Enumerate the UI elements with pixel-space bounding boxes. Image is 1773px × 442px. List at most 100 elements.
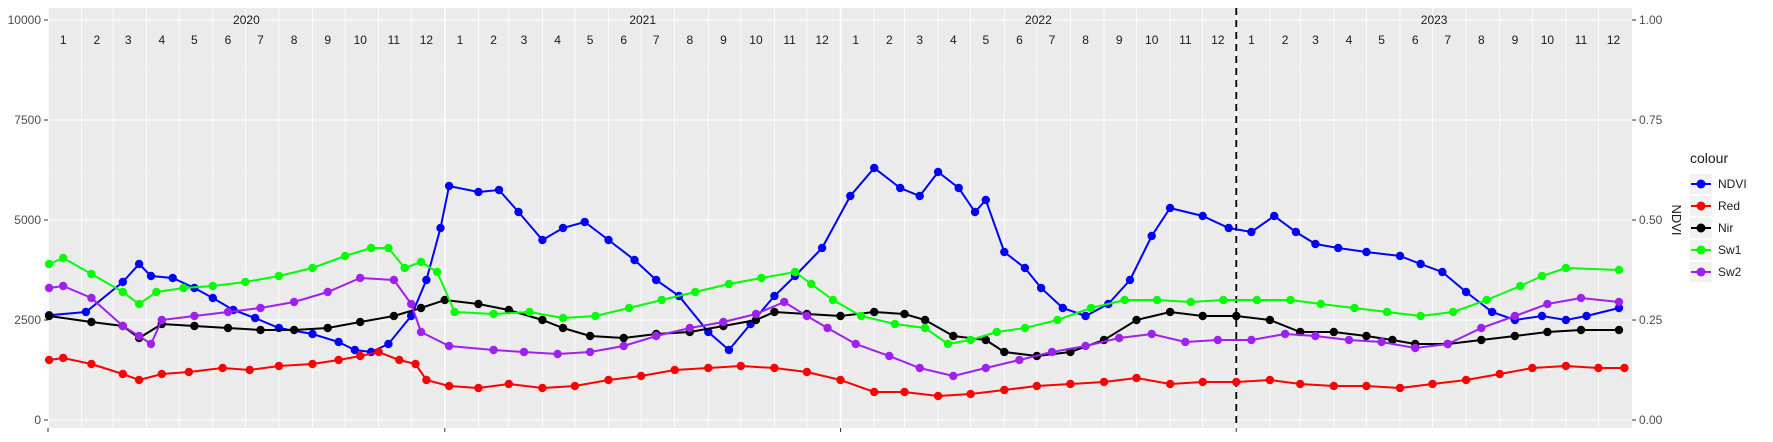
data-point-ndvi (604, 235, 613, 245)
data-point-ndvi (350, 345, 359, 355)
data-point-red (1561, 361, 1571, 371)
legend-key-point (1696, 179, 1706, 189)
data-point-sw2 (519, 347, 529, 357)
legend: colour NDVI Red Nir Sw1 Sw2 (1690, 150, 1747, 282)
data-point-red (118, 369, 128, 379)
data-point-sw2 (1311, 331, 1320, 341)
data-point-nir (1362, 331, 1371, 341)
series-ndvi (44, 163, 1624, 357)
data-point-red (900, 387, 909, 397)
month-label: 6 (225, 33, 232, 47)
data-point-nir (1388, 335, 1397, 345)
series-line-nir (48, 298, 1619, 358)
data-point-sw1 (1614, 265, 1624, 275)
data-point-sw1 (489, 309, 498, 319)
month-label: 3 (521, 33, 528, 47)
legend-label-sw2: Sw2 (1718, 265, 1742, 279)
month-label: 12 (1211, 33, 1225, 47)
data-point-red (411, 359, 420, 369)
series-sw1 (44, 243, 1624, 349)
data-point-sw2 (87, 293, 96, 303)
y-tick-label: 2500 (14, 313, 41, 327)
data-point-nir (585, 331, 595, 341)
series-red (44, 347, 1629, 401)
data-point-ndvi (118, 277, 128, 287)
data-point-sw2 (1015, 355, 1024, 365)
data-point-nir (1000, 347, 1009, 357)
data-point-sw2 (1377, 337, 1386, 347)
data-point-ndvi (1311, 239, 1320, 249)
data-point-nir (389, 311, 399, 321)
data-point-sw1 (856, 311, 866, 321)
data-point-red (966, 389, 975, 399)
data-point-nir (289, 325, 299, 335)
data-point-nir (44, 311, 54, 321)
data-point-sw1 (416, 257, 426, 267)
data-point-sw1 (657, 295, 666, 305)
month-label: 6 (1412, 33, 1419, 47)
data-point-ndvi (817, 243, 827, 253)
data-point-sw1 (1053, 315, 1062, 325)
data-point-sw1 (433, 267, 442, 277)
data-point-red (802, 367, 812, 377)
data-point-sw1 (366, 243, 376, 253)
data-point-red (1362, 381, 1371, 391)
data-point-red (218, 363, 227, 373)
data-point-red (444, 381, 454, 391)
month-label: 8 (1478, 33, 1485, 47)
data-point-sw2 (157, 315, 166, 325)
month-label: 4 (158, 33, 165, 47)
data-point-ndvi (436, 223, 445, 233)
month-label: 2 (1282, 33, 1289, 47)
month-label: 10 (749, 33, 763, 47)
data-point-sw2 (652, 331, 661, 341)
data-point-nir (1132, 315, 1141, 325)
data-point-sw2 (585, 347, 595, 357)
month-label: 2 (93, 33, 100, 47)
data-point-nir (870, 307, 879, 317)
data-point-sw1 (241, 277, 250, 287)
data-point-sw2 (802, 311, 812, 321)
legend-key-nir (1690, 218, 1712, 238)
data-point-ndvi (1561, 315, 1571, 325)
month-label: 7 (1049, 33, 1056, 47)
data-point-ndvi (1020, 263, 1030, 273)
legend-key-sw1 (1690, 240, 1712, 260)
data-point-sw1 (384, 243, 393, 253)
data-point-ndvi (915, 191, 924, 201)
data-point-nir (1510, 331, 1520, 341)
data-point-sw2 (1147, 329, 1156, 339)
data-point-sw1 (1537, 271, 1547, 281)
data-point-ndvi (1224, 223, 1233, 233)
data-point-nir (1614, 325, 1624, 335)
data-point-sw2 (1181, 337, 1190, 347)
data-point-sw1 (807, 279, 816, 289)
data-point-sw2 (1443, 339, 1452, 349)
y2-axis-title: NDVI (1669, 204, 1684, 235)
data-point-ndvi (580, 217, 589, 227)
data-point-ndvi (933, 167, 943, 177)
data-point-sw1 (340, 251, 350, 261)
data-point-red (44, 355, 54, 365)
data-point-nir (751, 315, 761, 325)
data-point-sw2 (1280, 329, 1290, 339)
data-point-nir (223, 323, 233, 333)
data-point-ndvi (1058, 303, 1068, 313)
data-point-nir (619, 333, 628, 343)
data-point-sw1 (152, 287, 161, 297)
month-label: 11 (1575, 33, 1588, 47)
data-point-red (933, 391, 943, 401)
data-point-sw2 (59, 281, 68, 291)
year-label: 2022 (1025, 13, 1052, 27)
data-point-nir (770, 307, 779, 317)
data-point-nir (1477, 335, 1486, 345)
month-label: 10 (354, 33, 368, 47)
data-point-sw2 (553, 349, 562, 359)
data-point-sw2 (885, 351, 894, 361)
data-point-sw1 (1286, 295, 1295, 305)
data-point-sw2 (1411, 343, 1420, 353)
data-point-ndvi (1395, 251, 1405, 261)
month-label: 9 (324, 33, 331, 47)
data-point-sw1 (44, 259, 54, 269)
data-point-red (245, 365, 254, 375)
